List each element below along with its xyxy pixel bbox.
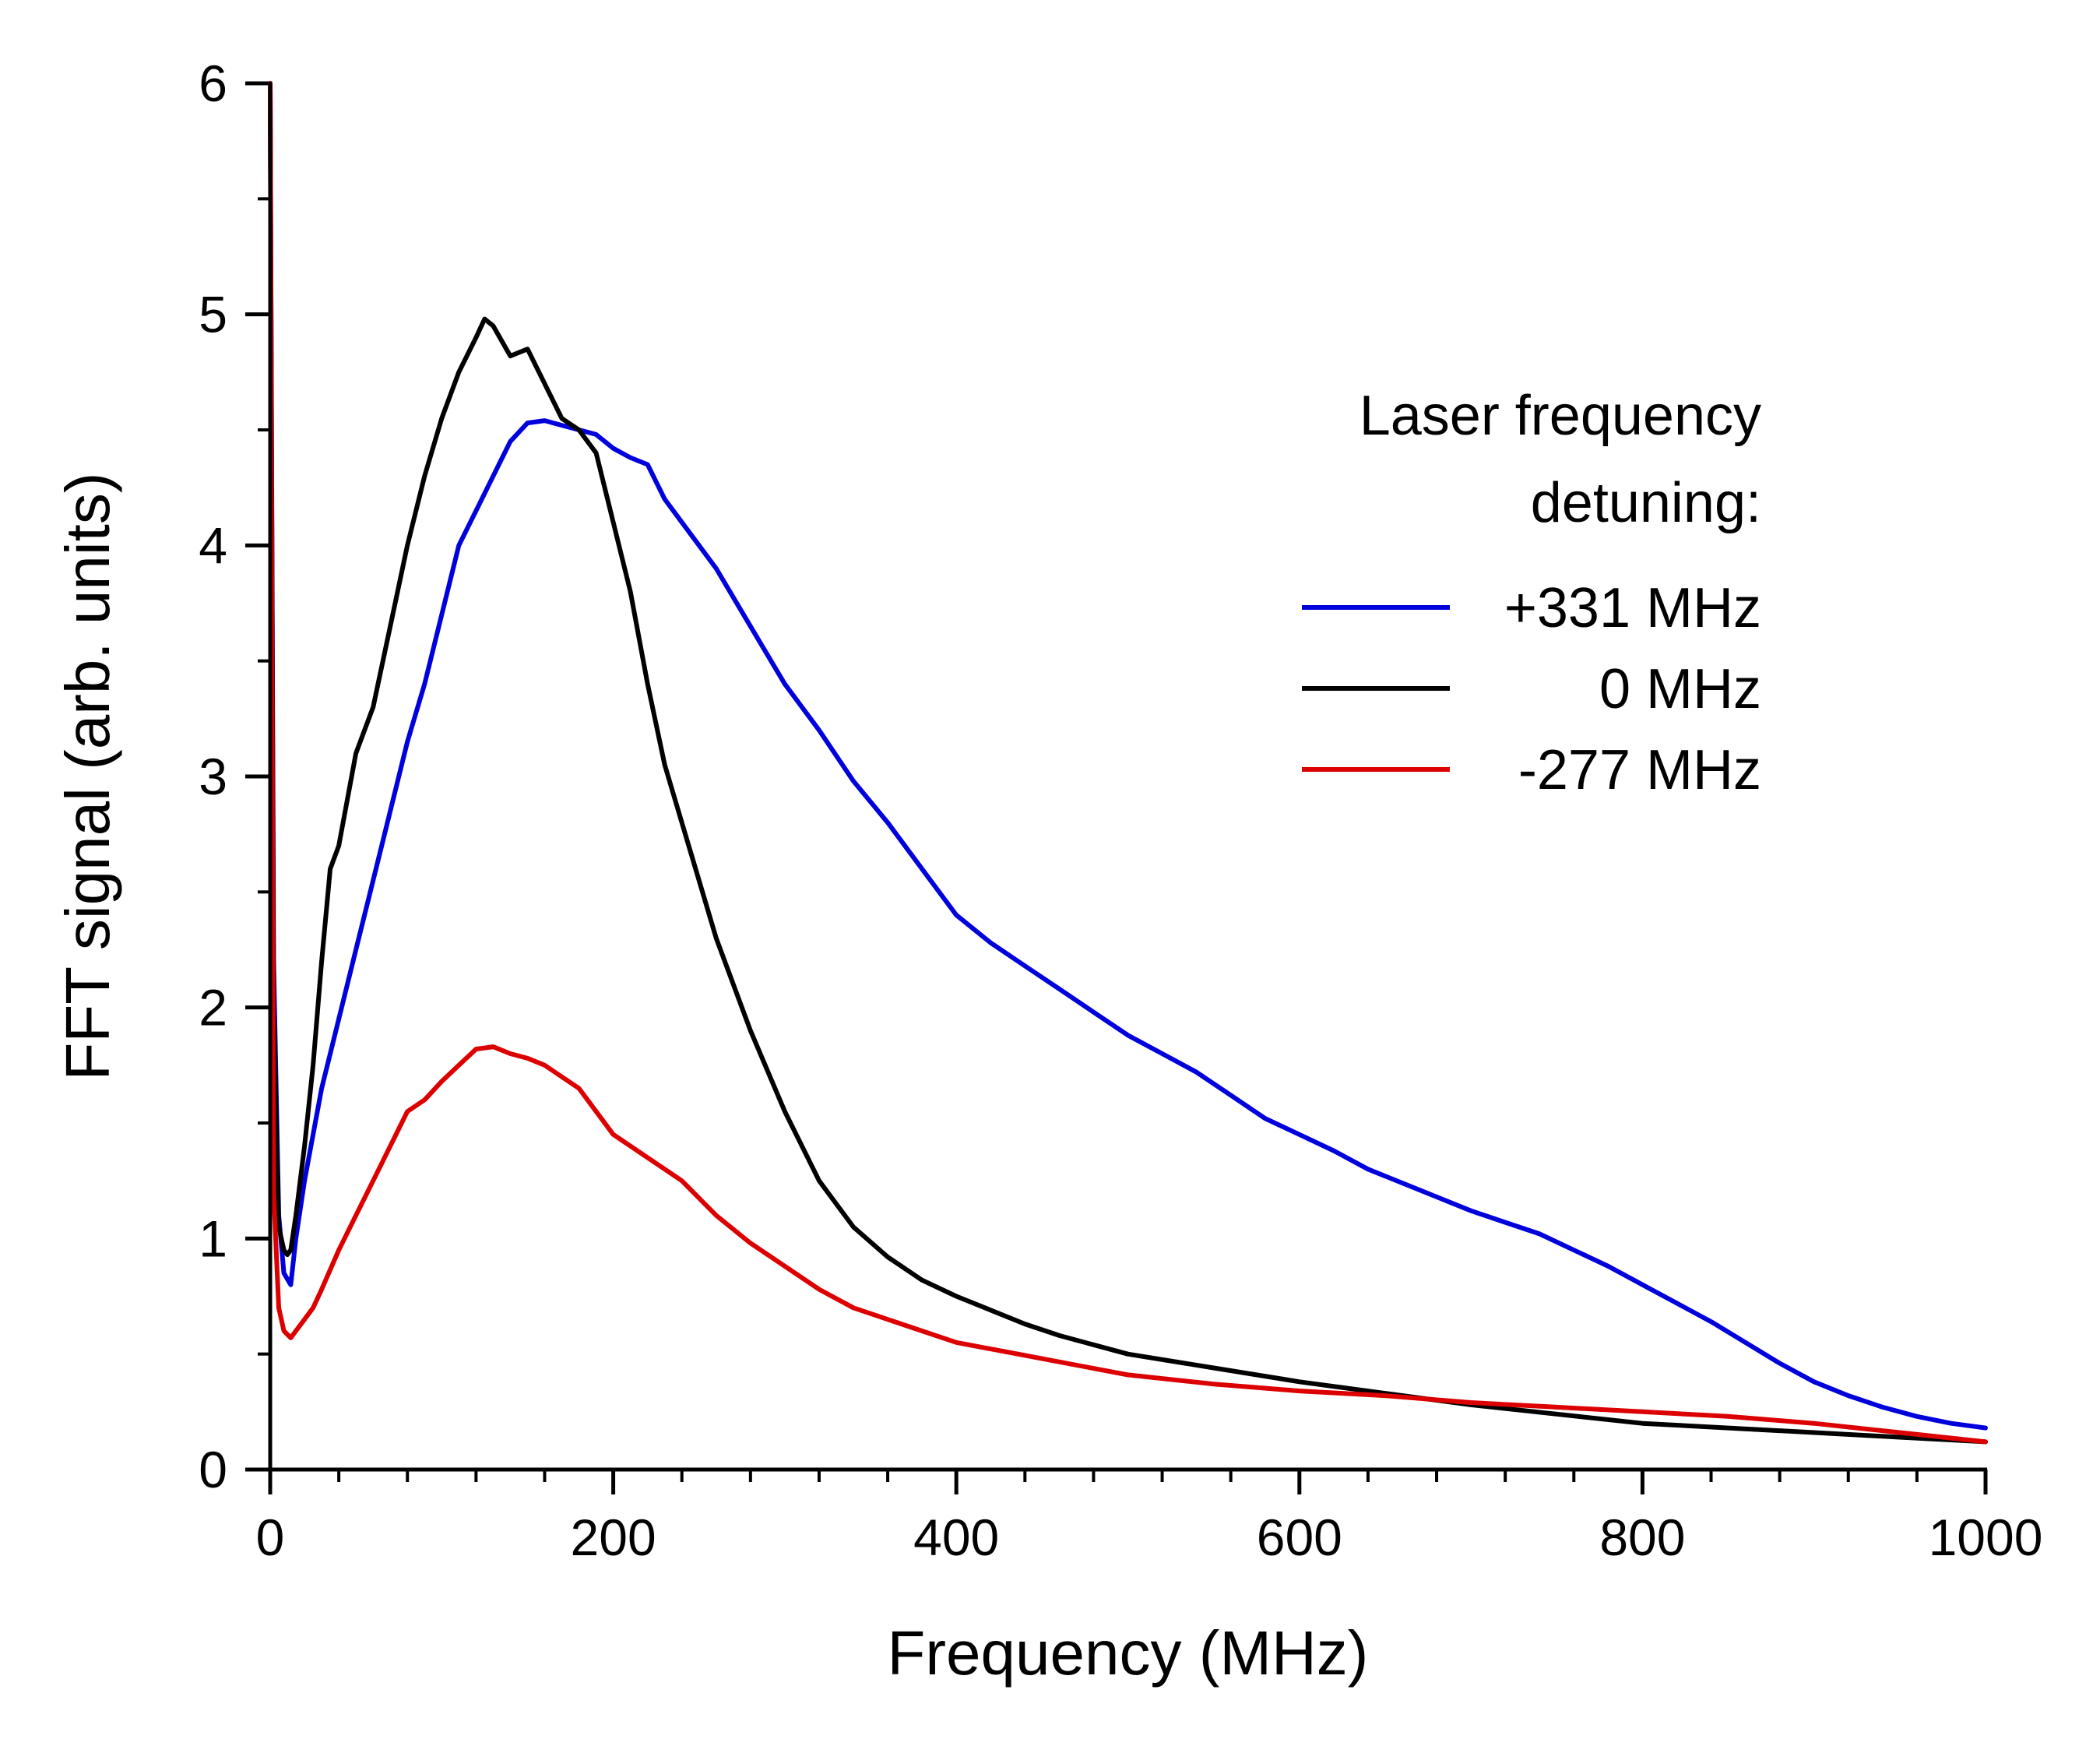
- y-tick-label: 3: [199, 748, 227, 805]
- x-axis-title: Frequency (MHz): [888, 1618, 1369, 1688]
- y-tick-label: 2: [199, 979, 227, 1037]
- tick-marks: [245, 81, 1988, 1494]
- series-line-0: [268, 81, 1988, 1431]
- x-tick-label: 0: [256, 1508, 285, 1566]
- series-line-1: [268, 81, 1988, 1445]
- x-tick-label: 200: [571, 1508, 656, 1566]
- y-tick-label: 6: [199, 55, 227, 112]
- y-tick-label: 0: [199, 1441, 227, 1498]
- legend-label-1: 0 MHz: [1599, 658, 1761, 720]
- legend-label-2: -277 MHz: [1518, 739, 1761, 801]
- legend-label-0: +331 MHz: [1504, 577, 1761, 639]
- legend-entries: +331 MHz 0 MHz -277 MHz: [1302, 577, 1761, 801]
- series-lines: [268, 81, 1988, 1445]
- legend-title-line-2: detuning:: [1531, 472, 1761, 534]
- y-axis-title: FFT signal (arb. units): [53, 473, 122, 1081]
- x-tick-label: 1000: [1929, 1508, 2043, 1566]
- y-tick-label: 4: [199, 516, 227, 574]
- y-tick-label: 5: [199, 286, 227, 343]
- x-tick-label: 400: [913, 1508, 999, 1566]
- legend-title-line-1: Laser frequency: [1360, 385, 1761, 447]
- series-line-2: [268, 81, 1988, 1445]
- legend: Laser frequency detuning: +331 MHz 0 MHz -…: [1302, 385, 1761, 801]
- tick-labels: 0 200 400 600 800 1000 0 1 2 3 4 5 6: [199, 55, 2042, 1566]
- y-tick-label: 1: [199, 1209, 227, 1267]
- x-tick-label: 600: [1257, 1508, 1342, 1566]
- axes: [268, 82, 1987, 1472]
- x-tick-label: 800: [1599, 1508, 1685, 1566]
